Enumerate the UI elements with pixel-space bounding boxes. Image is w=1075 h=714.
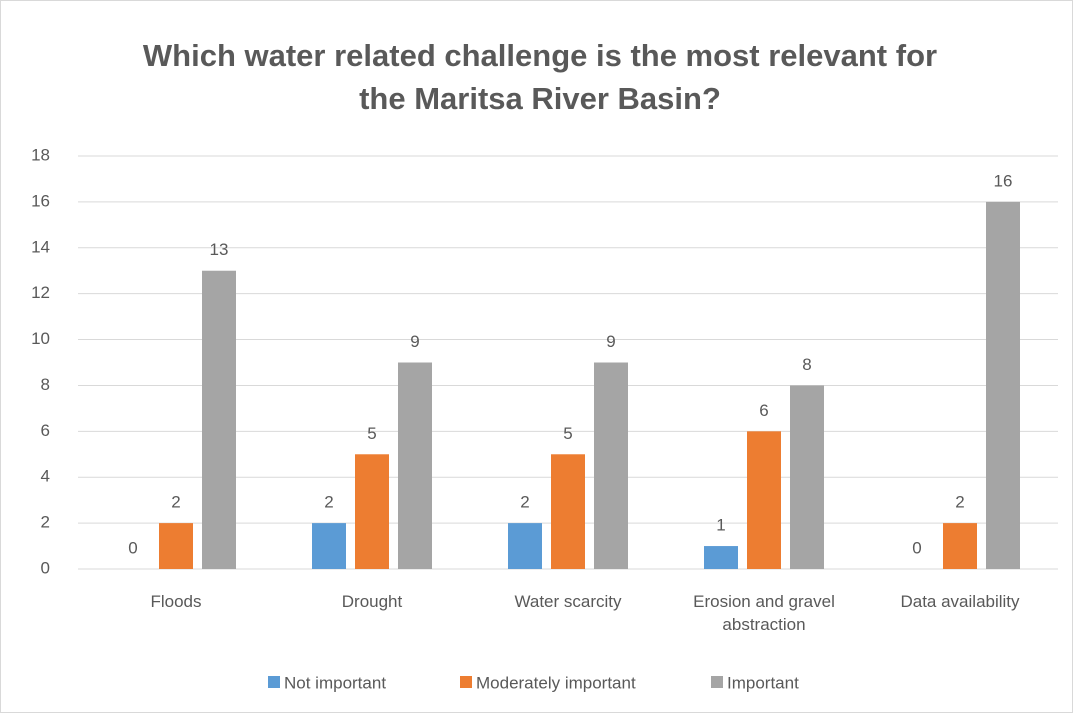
data-label: 5 [563, 424, 572, 443]
data-label: 5 [367, 424, 376, 443]
data-label: 1 [716, 516, 725, 535]
y-tick-label: 10 [31, 329, 50, 348]
data-label: 9 [606, 332, 615, 351]
legend-swatch [711, 676, 723, 688]
bar [508, 523, 542, 569]
data-label: 2 [171, 493, 180, 512]
x-tick-label: Erosion and gravel abstraction [693, 592, 835, 634]
x-tick-label: Drought [341, 592, 403, 611]
x-tick-label: Data availability [900, 592, 1020, 611]
bar [398, 362, 432, 569]
y-tick-label: 12 [31, 283, 50, 302]
data-label: 13 [210, 240, 229, 259]
bar [790, 385, 824, 569]
legend-swatch [268, 676, 280, 688]
data-label: 0 [128, 538, 137, 557]
chart-title: the Maritsa River Basin? [359, 81, 721, 116]
data-label: 8 [802, 355, 811, 374]
x-tick-label: Water scarcity [514, 592, 622, 611]
y-tick-label: 0 [41, 558, 50, 577]
data-label: 0 [912, 538, 921, 557]
legend-label: Important [727, 673, 799, 692]
y-tick-label: 4 [41, 467, 50, 486]
bar [312, 523, 346, 569]
bar [943, 523, 977, 569]
data-label: 2 [520, 493, 529, 512]
y-tick-label: 8 [41, 375, 50, 394]
legend-label: Not important [284, 673, 386, 692]
legend-swatch [460, 676, 472, 688]
bar [551, 454, 585, 569]
bar [355, 454, 389, 569]
x-tick-label: Floods [150, 592, 202, 611]
bar [986, 201, 1020, 569]
y-tick-label: 6 [41, 421, 50, 440]
bar [202, 270, 236, 569]
y-tick-label: 14 [31, 237, 50, 256]
data-label: 2 [324, 493, 333, 512]
y-tick-label: 16 [31, 191, 50, 210]
data-label: 9 [410, 332, 419, 351]
bar [704, 546, 738, 569]
bar [594, 362, 628, 569]
y-tick-label: 2 [41, 513, 50, 532]
bar [747, 431, 781, 569]
chart-title: Which water related challenge is the mos… [143, 38, 937, 73]
y-tick-label: 18 [31, 145, 50, 164]
bar [159, 523, 193, 569]
data-label: 2 [955, 493, 964, 512]
legend-label: Moderately important [476, 673, 636, 692]
data-label: 6 [759, 401, 768, 420]
data-label: 16 [994, 171, 1013, 190]
